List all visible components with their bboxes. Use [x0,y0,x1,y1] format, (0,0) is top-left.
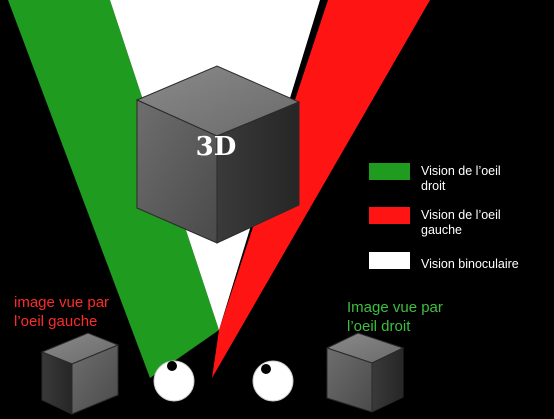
legend-label-binocular: Vision binoculaire [421,257,519,271]
main-cube-icon: 3D [135,65,301,244]
legend-swatch-right-eye [369,163,410,180]
legend-label-left-eye: Vision de l’oeil gauche [421,208,504,237]
right-eye-view-cube-icon [325,332,405,413]
legend-swatch-binocular [369,252,410,269]
cube-label: 3D [196,132,237,162]
right-eye-caption: Image vue par l’oeil droit [347,299,447,335]
right-eye-icon [252,360,294,402]
legend-swatch-left-eye [369,207,410,224]
left-eye-view-cube-icon [40,332,120,415]
left-eye-caption: image vue par l’oeil gauche [14,294,113,330]
right-eye-field-of-vision [8,0,219,378]
legend: Vision de l’oeil droit Vision de l’oeil … [369,163,519,271]
legend-label-right-eye: Vision de l’oeil droit [421,164,504,193]
left-eye-icon [153,360,195,402]
left-eye-field-of-vision [212,0,430,378]
